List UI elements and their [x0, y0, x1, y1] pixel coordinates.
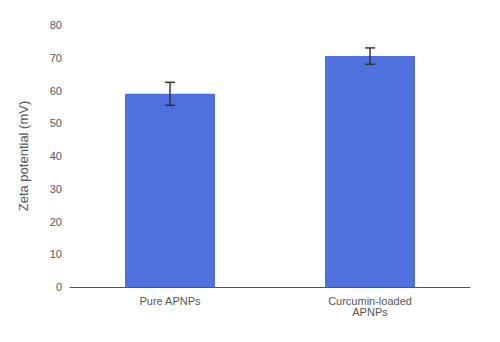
svg-text:70: 70: [50, 52, 62, 64]
svg-text:0: 0: [56, 281, 62, 293]
svg-text:80: 80: [50, 19, 62, 31]
svg-text:20: 20: [50, 216, 62, 228]
svg-text:Pure APNPs: Pure APNPs: [139, 295, 201, 307]
svg-text:10: 10: [50, 248, 62, 260]
svg-text:Curcumin-loaded: Curcumin-loaded: [328, 294, 412, 307]
svg-text:Zeta potential (mV): Zeta potential (mV): [16, 101, 31, 212]
svg-text:60: 60: [50, 85, 62, 97]
svg-text:50: 50: [50, 117, 62, 129]
svg-text:40: 40: [50, 150, 62, 162]
svg-text:30: 30: [50, 183, 62, 195]
svg-text:APNPs: APNPs: [352, 306, 388, 318]
